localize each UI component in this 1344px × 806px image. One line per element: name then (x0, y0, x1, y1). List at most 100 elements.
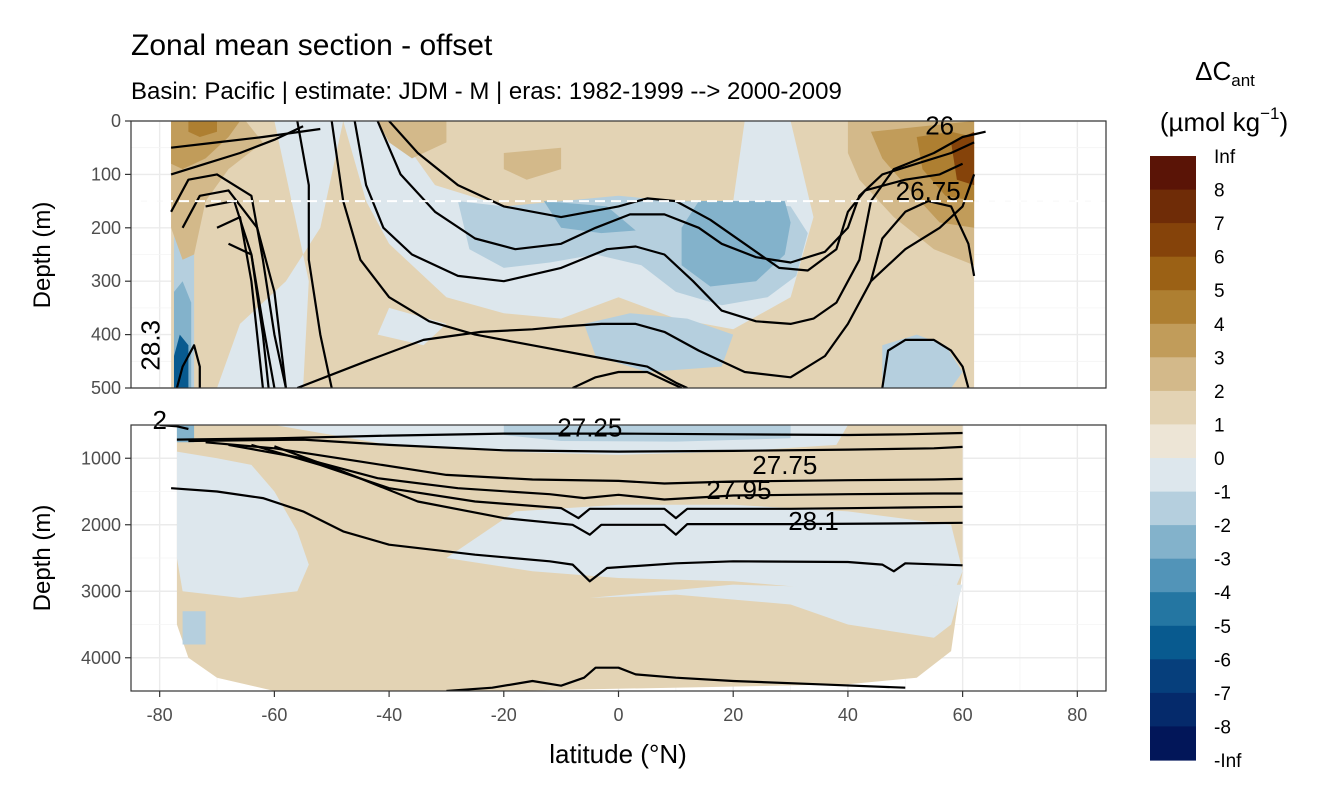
x-axis-title: latitude (°N) (549, 739, 687, 769)
legend-label: 3 (1214, 348, 1225, 369)
legend-label: Inf (1214, 147, 1236, 168)
legend-swatch (1150, 323, 1196, 358)
y-tick-label: 1000 (81, 448, 121, 468)
legend-label: 6 (1214, 248, 1225, 269)
lower-fills (176, 425, 963, 691)
legend-label: 0 (1214, 449, 1225, 470)
filled-region-lower-7 (389, 617, 619, 645)
legend-title: ΔCant (1195, 56, 1255, 90)
upper-fills (171, 121, 975, 388)
legend-swatch (1150, 659, 1196, 694)
y-tick-label: 500 (91, 378, 121, 398)
legend-label: -2 (1214, 516, 1231, 537)
legend-swatch (1150, 189, 1196, 224)
y-tick-label: 0 (111, 111, 121, 131)
lower-contours (159, 425, 963, 691)
lower-y-axis-title: Depth (m) (29, 505, 56, 612)
filled-region-upper-11 (188, 121, 217, 137)
filled-region-upper-18 (882, 334, 963, 388)
contour-label: 28.3 (136, 320, 166, 371)
legend-swatch (1150, 424, 1196, 459)
contour-label: 26.75 (896, 176, 961, 206)
x-tick-label: -20 (491, 705, 517, 725)
contour-line-upper-1 (170, 125, 304, 176)
legend-swatch (1150, 625, 1196, 660)
y-tick-label: 4000 (81, 648, 121, 668)
x-tick-label: -60 (261, 705, 287, 725)
filled-region-lower-1 (176, 451, 309, 598)
contour-label: 27.25 (557, 412, 622, 442)
contour-line-lower-2 (205, 441, 963, 485)
upper-contours (170, 121, 986, 388)
y-tick-label: 2000 (81, 515, 121, 535)
legend-swatch (1150, 290, 1196, 325)
legend-unit-superscript: −1 (1260, 104, 1279, 123)
x-tick-label: 0 (613, 705, 623, 725)
legend-label: 4 (1214, 315, 1225, 336)
legend-unit: (µmol kg−1) (1160, 104, 1288, 137)
contour-line-upper-16 (175, 344, 201, 388)
y-tick-label: 400 (91, 325, 121, 345)
contour-line-upper-14 (572, 370, 683, 388)
filled-region-upper-12 (377, 121, 447, 159)
filled-region-upper-5 (584, 313, 734, 372)
contour-line-upper-8 (330, 121, 688, 388)
legend-swatches (1150, 156, 1196, 761)
contour-line-upper-0 (170, 127, 321, 149)
legend-unit-suffix: ) (1279, 107, 1288, 137)
legend-label: -3 (1214, 550, 1231, 571)
contour-line-upper-10 (376, 121, 975, 264)
filled-region-upper-3 (543, 201, 636, 234)
legend-swatch (1150, 390, 1196, 426)
x-tick-label: 20 (723, 705, 743, 725)
legend-label: -8 (1214, 717, 1231, 738)
contour-line-lower-3 (228, 443, 963, 501)
upper-panel: 26 26.75 28.3 0 100 200 300 400 500 Depth (m) (29, 110, 1107, 398)
legend-swatch (1150, 525, 1196, 560)
legend-label: 7 (1214, 214, 1225, 235)
legend-label: -4 (1214, 583, 1231, 604)
filled-region-upper-4 (681, 201, 791, 287)
lower-y-axis: 1000 2000 3000 4000 (81, 448, 131, 668)
contour-line-upper-7 (296, 121, 333, 388)
filled-region-upper-13 (503, 147, 562, 180)
filled-region-lower-4 (589, 584, 963, 638)
legend-swatch (1150, 357, 1196, 392)
legend-labels: Inf 8 7 6 5 4 3 2 1 0 -1 -2 -3 -4 -5 -6 -7 -8 -Inf (1214, 147, 1242, 772)
legend-swatch (1150, 256, 1196, 291)
filled-region-lower-3 (446, 504, 963, 598)
legend-swatch (1150, 558, 1196, 593)
x-tick-label: 40 (838, 705, 858, 725)
contour-label: 28.1 (788, 506, 839, 536)
filled-region-lower-6 (182, 611, 206, 645)
filled-region-upper-8 (174, 334, 189, 388)
legend-label: -5 (1214, 617, 1231, 638)
legend-swatch (1150, 592, 1196, 627)
upper-y-axis-title: Depth (m) (29, 202, 56, 309)
x-tick-label: 80 (1067, 705, 1087, 725)
contour-line-lower-6 (171, 487, 963, 583)
upper-contour-labels: 26 26.75 28.3 (136, 110, 961, 370)
legend-title-subscript: ant (1231, 71, 1255, 90)
x-tick-label: -80 (147, 705, 173, 725)
legend-label: -6 (1214, 650, 1231, 671)
legend-swatch (1150, 458, 1196, 493)
contour-line-lower-5 (274, 445, 963, 536)
contour-line-upper-5 (216, 216, 264, 388)
contour-line-upper-15 (881, 338, 970, 388)
legend-swatch (1150, 491, 1196, 526)
contour-label: 2 (152, 405, 166, 435)
contour-line-upper-2 (170, 173, 287, 388)
y-tick-label: 3000 (81, 581, 121, 601)
contour-label: 26 (925, 110, 954, 140)
contour-label: 27.95 (706, 475, 771, 505)
legend-label: -1 (1214, 483, 1231, 504)
filled-region-lower-8 (176, 425, 195, 443)
legend-label: 8 (1214, 181, 1225, 202)
legend-swatch (1150, 223, 1196, 258)
contour-line-upper-13 (869, 200, 976, 282)
legend-swatch (1150, 156, 1196, 191)
legend-unit-prefix: (µmol kg (1160, 107, 1260, 137)
